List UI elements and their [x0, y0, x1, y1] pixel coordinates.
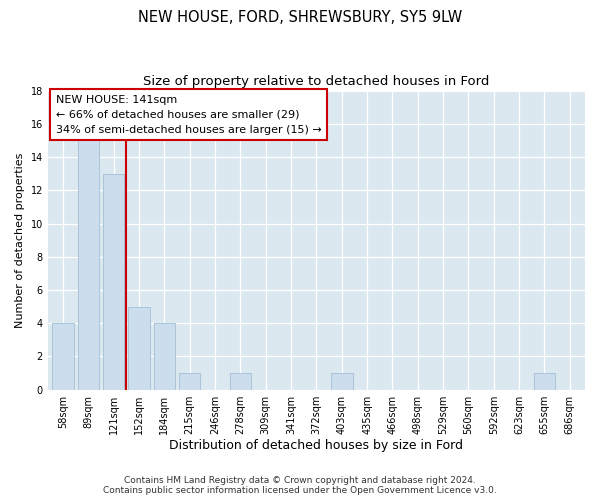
Text: Contains HM Land Registry data © Crown copyright and database right 2024.
Contai: Contains HM Land Registry data © Crown c…	[103, 476, 497, 495]
Title: Size of property relative to detached houses in Ford: Size of property relative to detached ho…	[143, 75, 490, 88]
Bar	[52, 323, 74, 390]
Y-axis label: Number of detached properties: Number of detached properties	[15, 152, 25, 328]
Bar	[533, 373, 555, 390]
Bar	[77, 140, 99, 390]
Bar	[230, 373, 251, 390]
Text: NEW HOUSE: 141sqm
← 66% of detached houses are smaller (29)
34% of semi-detached: NEW HOUSE: 141sqm ← 66% of detached hous…	[56, 95, 322, 134]
Text: NEW HOUSE, FORD, SHREWSBURY, SY5 9LW: NEW HOUSE, FORD, SHREWSBURY, SY5 9LW	[138, 10, 462, 25]
Bar	[179, 373, 200, 390]
Bar	[128, 306, 150, 390]
Bar	[154, 323, 175, 390]
X-axis label: Distribution of detached houses by size in Ford: Distribution of detached houses by size …	[169, 440, 463, 452]
Bar	[331, 373, 353, 390]
Bar	[103, 174, 124, 390]
